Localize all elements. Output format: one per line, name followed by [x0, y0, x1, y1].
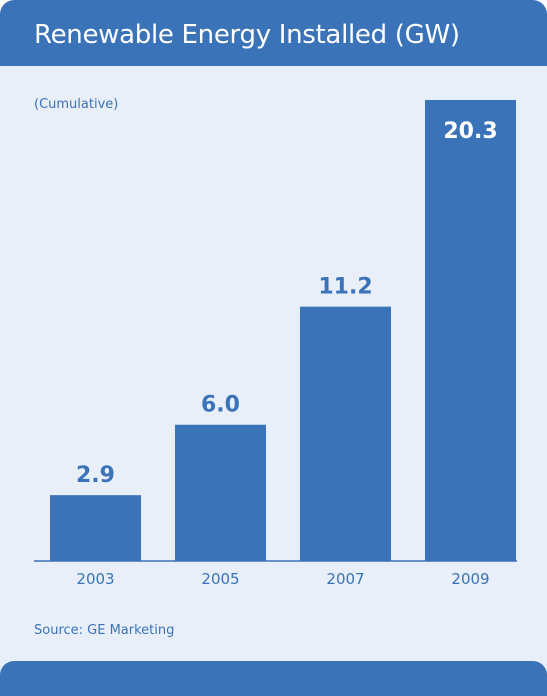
chart-subtitle: (Cumulative) [34, 97, 119, 112]
chart-title: Renewable Energy Installed (GW) [0, 0, 547, 66]
footer-bar [0, 661, 547, 696]
bar-2005 [175, 424, 266, 561]
x-tick-label-2005: 2005 [201, 570, 239, 588]
x-tick-label-2009: 2009 [451, 570, 489, 588]
bar-2003 [50, 495, 141, 561]
value-label-2009: 20.3 [443, 119, 497, 144]
source-note: Source: GE Marketing [34, 623, 175, 638]
value-label-2005: 6.0 [201, 393, 240, 418]
bar-2007 [300, 306, 391, 561]
value-label-2003: 2.9 [76, 463, 115, 488]
x-tick-label-2003: 2003 [76, 570, 114, 588]
x-tick-label-2007: 2007 [326, 570, 364, 588]
bar-2009 [425, 100, 516, 561]
value-label-2007: 11.2 [318, 275, 372, 300]
